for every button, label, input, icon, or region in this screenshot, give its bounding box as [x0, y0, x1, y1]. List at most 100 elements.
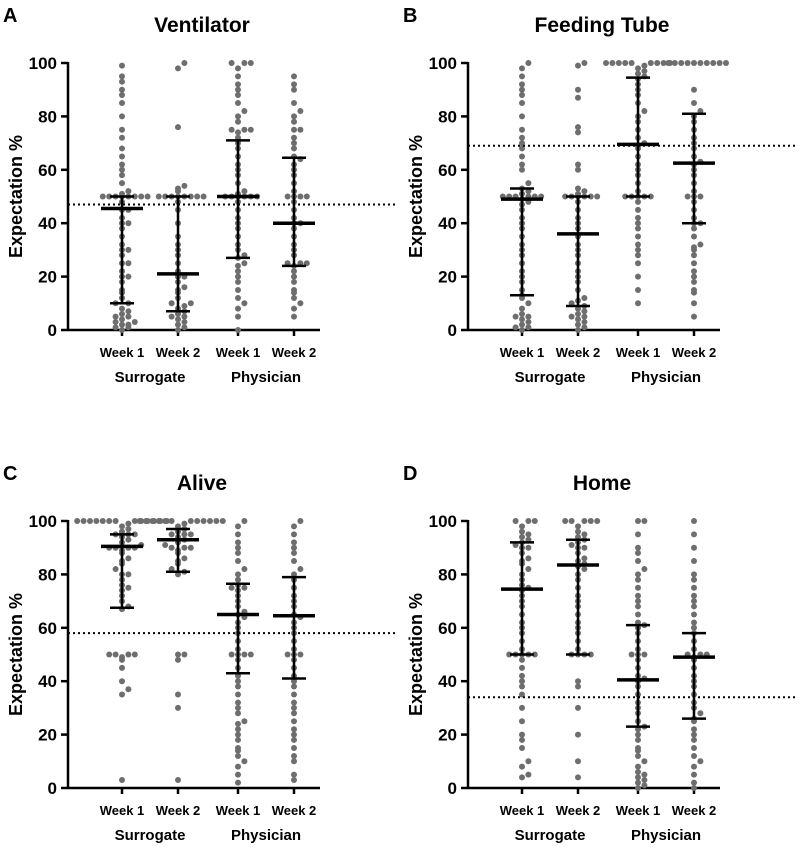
data-point — [622, 60, 629, 66]
data-point — [581, 555, 588, 562]
data-point — [575, 124, 581, 131]
data-point — [175, 327, 181, 333]
data-point — [235, 92, 241, 99]
data-point — [575, 758, 581, 765]
data-point — [519, 153, 525, 160]
data-point — [525, 318, 532, 325]
data-point — [247, 651, 254, 658]
data-point — [635, 558, 641, 565]
data-point — [112, 518, 119, 524]
data-point — [716, 60, 723, 66]
data-point — [181, 324, 188, 331]
data-point — [519, 664, 525, 671]
data-point — [291, 73, 297, 80]
data-point — [131, 318, 138, 325]
data-point — [303, 193, 310, 200]
data-point — [291, 744, 297, 751]
data-point — [635, 763, 641, 770]
data-point — [581, 566, 588, 573]
data-point — [235, 771, 241, 778]
data-point — [519, 731, 525, 738]
data-point — [291, 305, 297, 312]
y-tick-label: 20 — [38, 726, 57, 745]
data-point — [119, 86, 125, 93]
y-tick-label: 80 — [438, 107, 457, 126]
data-point — [235, 710, 241, 717]
data-point — [635, 260, 641, 267]
data-point — [519, 528, 525, 535]
data-point — [691, 619, 697, 626]
data-point — [291, 140, 297, 147]
data-point — [187, 518, 194, 524]
data-point — [647, 193, 654, 200]
data-point — [241, 584, 248, 591]
data-point — [125, 571, 132, 578]
data-point — [291, 286, 297, 293]
data-point — [235, 744, 241, 751]
data-point — [241, 300, 248, 307]
data-point — [119, 161, 125, 168]
data-point — [181, 313, 188, 320]
data-point — [635, 225, 641, 232]
data-point — [291, 699, 297, 706]
data-point — [575, 129, 581, 136]
data-point — [291, 86, 297, 93]
data-point — [291, 718, 297, 725]
data-point — [119, 166, 125, 173]
panel-d: D Home Expectation % 0 20 40 60 80 100 Week 1 Week… — [403, 463, 798, 844]
data-point — [691, 603, 697, 610]
data-point — [691, 752, 697, 759]
data-point — [684, 193, 691, 200]
data-point — [235, 73, 241, 80]
y-tick-label: 20 — [438, 268, 457, 287]
data-point — [297, 651, 304, 658]
data-point — [119, 305, 125, 312]
y-tick-label: 60 — [438, 161, 457, 180]
data-point — [525, 300, 532, 307]
panel-letter: A — [3, 5, 17, 27]
data-point — [641, 108, 648, 115]
data-point — [235, 294, 241, 301]
data-point — [525, 313, 532, 320]
y-tick-label: 20 — [438, 726, 457, 745]
data-point — [119, 62, 125, 69]
data-point — [112, 318, 119, 325]
data-point — [703, 60, 710, 66]
data-point — [291, 100, 297, 107]
data-point — [235, 268, 241, 275]
group-label-surrogate: Surrogate — [515, 827, 586, 844]
data-point — [241, 651, 248, 658]
y-tick-label: 60 — [438, 619, 457, 638]
y-axis-label: Expectation % — [6, 135, 26, 258]
y-tick-label: 60 — [38, 619, 57, 638]
data-point — [119, 654, 125, 661]
data-point — [531, 651, 538, 658]
data-point — [235, 305, 241, 312]
data-point — [125, 246, 132, 253]
data-point — [297, 518, 304, 524]
data-point — [697, 60, 704, 66]
data-point — [691, 260, 697, 267]
data-point — [635, 598, 641, 605]
data-point — [575, 523, 581, 530]
data-point — [228, 126, 235, 133]
data-point — [660, 60, 667, 66]
data-point — [284, 651, 291, 658]
y-tick-label: 80 — [38, 565, 57, 584]
data-point — [119, 134, 125, 141]
data-point — [691, 571, 697, 578]
data-point — [635, 544, 641, 551]
data-point — [241, 758, 248, 765]
data-point — [119, 180, 125, 187]
data-point — [112, 313, 119, 320]
data-point — [155, 518, 162, 524]
data-point — [175, 316, 181, 323]
data-point — [603, 60, 609, 66]
data-point — [581, 294, 588, 301]
data-point — [575, 86, 581, 93]
data-point — [691, 584, 697, 591]
data-point — [519, 656, 525, 663]
data-point — [247, 126, 254, 133]
data-point — [635, 233, 641, 240]
data-point — [635, 550, 641, 557]
